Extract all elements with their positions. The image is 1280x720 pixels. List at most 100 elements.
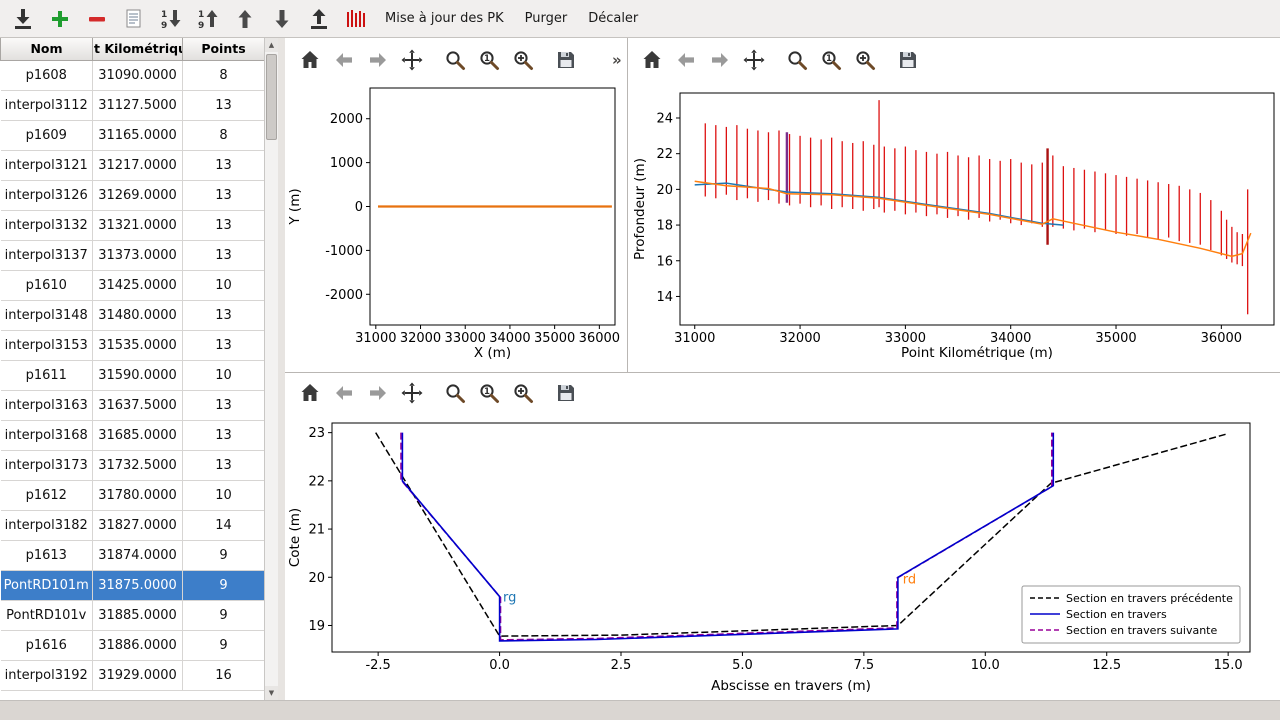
table-row[interactable]: interpol3121 31217.0000 13 (0, 150, 265, 181)
toolbar-overflow-button[interactable]: » (612, 51, 622, 69)
svg-text:32000: 32000 (779, 331, 820, 346)
table-row[interactable]: interpol3173 31732.5000 13 (0, 450, 265, 481)
cell-pk: 31885.0000 (92, 600, 183, 631)
table-row[interactable]: interpol3112 31127.5000 13 (0, 90, 265, 121)
shift-button[interactable]: Décaler (581, 6, 645, 31)
back-button[interactable] (672, 47, 699, 74)
export-button[interactable] (304, 4, 334, 34)
table-row[interactable]: interpol3163 31637.5000 13 (0, 390, 265, 421)
svg-text:20: 20 (656, 183, 673, 198)
pan-button[interactable] (740, 47, 767, 74)
table-row[interactable]: interpol3192 31929.0000 16 (0, 660, 265, 691)
move-down-button[interactable] (267, 4, 297, 34)
update-pk-button[interactable]: Mise à jour des PK (378, 6, 511, 31)
zoom-button[interactable] (441, 47, 468, 74)
cell-points: 13 (182, 180, 265, 211)
purge-button[interactable]: Purger (518, 6, 575, 31)
column-header-pk[interactable]: t Kilométriqu (92, 38, 183, 61)
add-section-button[interactable] (45, 4, 75, 34)
svg-text:31000: 31000 (355, 331, 396, 346)
edit-section-button[interactable] (119, 4, 149, 34)
cell-pk: 31090.0000 (92, 60, 183, 91)
save-figure-button[interactable] (552, 47, 579, 74)
cell-pk: 31535.0000 (92, 330, 183, 361)
home-button[interactable] (638, 47, 665, 74)
table-row[interactable]: p1609 31165.0000 8 (0, 120, 265, 151)
plan-toolbar: » (296, 44, 622, 76)
back-button[interactable] (330, 380, 357, 407)
cell-pk: 31321.0000 (92, 210, 183, 241)
remove-section-button[interactable] (82, 4, 112, 34)
cell-pk: 31165.0000 (92, 120, 183, 151)
zoom-one-button[interactable] (817, 47, 844, 74)
table-row[interactable]: interpol3148 31480.0000 13 (0, 300, 265, 331)
svg-text:-1000: -1000 (325, 244, 363, 259)
plus-icon (48, 7, 72, 31)
back-arrow-icon (674, 48, 698, 72)
back-arrow-icon (332, 381, 356, 405)
zoom-one-button[interactable] (475, 380, 502, 407)
plot-divider-horizontal[interactable] (285, 372, 1280, 373)
save-icon (896, 48, 920, 72)
cell-nom: interpol3182 (0, 510, 93, 541)
scroll-down-icon[interactable] (265, 686, 278, 700)
table-row[interactable]: interpol3153 31535.0000 13 (0, 330, 265, 361)
pan-button[interactable] (398, 380, 425, 407)
table-row[interactable]: p1612 31780.0000 10 (0, 480, 265, 511)
svg-text:12.5: 12.5 (1092, 658, 1121, 673)
save-figure-button[interactable] (552, 380, 579, 407)
table-row[interactable]: p1608 31090.0000 8 (0, 60, 265, 91)
back-arrow-icon (332, 48, 356, 72)
zoom-extent-button[interactable] (509, 47, 536, 74)
table-row[interactable]: PontRD101m 31875.0000 9 (0, 570, 265, 601)
cell-pk: 31685.0000 (92, 420, 183, 451)
forward-button[interactable] (364, 47, 391, 74)
sort-descending-button[interactable] (156, 4, 186, 34)
back-button[interactable] (330, 47, 357, 74)
save-figure-button[interactable] (894, 47, 921, 74)
table-row[interactable]: interpol3126 31269.0000 13 (0, 180, 265, 211)
pk-bars-button[interactable] (341, 4, 371, 34)
table-row[interactable]: interpol3137 31373.0000 13 (0, 240, 265, 271)
forward-button[interactable] (364, 380, 391, 407)
zoom-extent-button[interactable] (509, 380, 536, 407)
sort-ascending-button[interactable] (193, 4, 223, 34)
section-chart[interactable]: -2.5 0.0 2.5 5.0 7.5 10.0 12.5 15.0 19 20 21 22 23 Ab… (285, 415, 1270, 698)
home-icon (640, 48, 664, 72)
table-row[interactable]: p1610 31425.0000 10 (0, 270, 265, 301)
table-scrollbar[interactable] (264, 38, 278, 700)
cell-points: 8 (182, 60, 265, 91)
cell-nom: interpol3153 (0, 330, 93, 361)
plan-chart[interactable]: 31000 32000 33000 34000 35000 36000 -2000 -1000… (285, 80, 630, 365)
forward-button[interactable] (706, 47, 733, 74)
pan-button[interactable] (398, 47, 425, 74)
cell-pk: 31827.0000 (92, 510, 183, 541)
table-row[interactable]: p1616 31886.0000 9 (0, 630, 265, 661)
import-button[interactable] (8, 4, 38, 34)
scroll-up-icon[interactable] (265, 38, 278, 52)
profile-chart[interactable]: 31000 32000 33000 34000 35000 36000 14 16 18 20 22… (630, 85, 1280, 365)
table-row[interactable]: interpol3132 31321.0000 13 (0, 210, 265, 241)
zoom-one-icon (477, 48, 501, 72)
zoom-button[interactable] (441, 380, 468, 407)
cell-points: 10 (182, 360, 265, 391)
cell-nom: PontRD101v (0, 600, 93, 631)
home-button[interactable] (296, 47, 323, 74)
panel-splitter[interactable] (278, 38, 285, 700)
svg-text:Section en travers précédente: Section en travers précédente (1066, 592, 1233, 605)
table-row[interactable]: interpol3168 31685.0000 13 (0, 420, 265, 451)
column-header-nom[interactable]: Nom (0, 38, 93, 61)
table-row[interactable]: p1613 31874.0000 9 (0, 540, 265, 571)
table-row[interactable]: p1611 31590.0000 10 (0, 360, 265, 391)
table-row[interactable]: PontRD101v 31885.0000 9 (0, 600, 265, 631)
svg-text:36000: 36000 (579, 331, 620, 346)
table-row[interactable]: interpol3182 31827.0000 14 (0, 510, 265, 541)
zoom-extent-button[interactable] (851, 47, 878, 74)
zoom-button[interactable] (783, 47, 810, 74)
move-up-button[interactable] (230, 4, 260, 34)
column-header-points[interactable]: Points (182, 38, 265, 61)
scrollbar-thumb[interactable] (266, 54, 277, 140)
sort-descending-icon (159, 7, 183, 31)
home-button[interactable] (296, 380, 323, 407)
zoom-one-button[interactable] (475, 47, 502, 74)
